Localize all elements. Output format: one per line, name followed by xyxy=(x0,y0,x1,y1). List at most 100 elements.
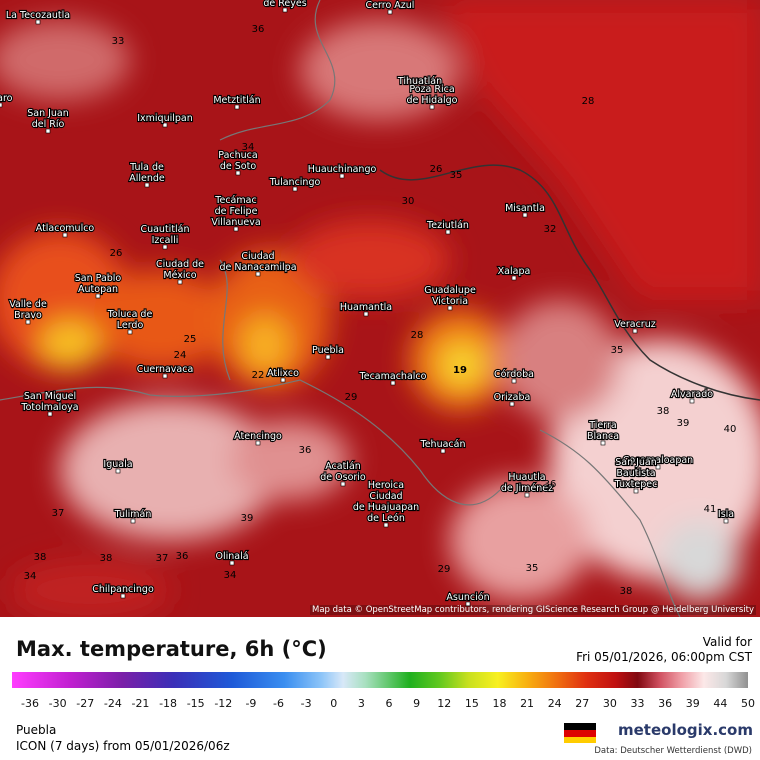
city-label: de Huajuapan xyxy=(353,502,419,513)
city-label: Atlacomulco xyxy=(36,223,95,234)
city-dot xyxy=(522,212,528,218)
city-label: Huamantla xyxy=(340,302,392,313)
city-label: Valle de xyxy=(9,299,47,310)
temperature-label: 35 xyxy=(526,563,539,574)
city-dot xyxy=(509,401,515,407)
borders xyxy=(0,0,681,617)
city-label: Olinalá xyxy=(215,551,248,562)
city-dot xyxy=(62,232,68,238)
city-label: Huautla xyxy=(508,472,545,483)
city-label: Orizaba xyxy=(494,392,531,403)
temperature-label: 34 xyxy=(224,570,237,581)
city-dot xyxy=(511,378,517,384)
city-dot xyxy=(120,593,126,599)
city-label: Tuxtepec xyxy=(614,479,658,490)
city-label: de Soto xyxy=(220,161,256,172)
city-label: Ciudad de xyxy=(156,259,204,270)
city-dot xyxy=(144,182,150,188)
city-label: Tehuacán xyxy=(420,439,466,450)
city-dot xyxy=(177,279,183,285)
city-dot xyxy=(633,488,639,494)
city-label: de Felipe xyxy=(215,206,258,217)
scale-tick: 39 xyxy=(685,697,700,710)
temperature-label: 19 xyxy=(453,365,467,376)
temperature-label: 38 xyxy=(620,586,633,597)
city-dot xyxy=(127,329,133,335)
city-label: de Osorio xyxy=(320,472,366,483)
city-dot xyxy=(655,464,661,470)
scale-tick: 30 xyxy=(602,697,617,710)
city-label: Victoria xyxy=(432,296,468,307)
city-label: Cerro Azul xyxy=(366,0,415,11)
brand[interactable]: meteologix.com xyxy=(618,721,753,739)
city-dot xyxy=(387,9,393,15)
city-label: Ciudad xyxy=(241,251,274,262)
scale-tick: -15 xyxy=(186,697,205,710)
city-dot xyxy=(417,85,423,91)
scale-tick: -24 xyxy=(103,697,122,710)
temperature-label: 40 xyxy=(724,424,737,435)
city-dot xyxy=(363,311,369,317)
temperature-label: 28 xyxy=(411,330,424,341)
city-label: Ixmiquilpan xyxy=(137,113,193,124)
city-dot xyxy=(447,305,453,311)
city-label: Tulancingo xyxy=(269,177,321,188)
temperature-label: 25 xyxy=(184,334,197,345)
city-label: San Miguel xyxy=(24,391,76,402)
scale-tick: 3 xyxy=(357,697,365,710)
temperature-label: 36 xyxy=(544,479,557,490)
temperature-label: 29 xyxy=(438,564,451,575)
scale-tick: -27 xyxy=(76,697,95,710)
city-dot xyxy=(0,102,3,108)
city-dot xyxy=(600,440,606,446)
temperature-label: 38 xyxy=(34,552,47,563)
city-label: Autopan xyxy=(78,284,118,295)
city-dot xyxy=(465,601,471,607)
scale-tick: 18 xyxy=(492,697,507,710)
scale-tick: -21 xyxy=(131,697,150,710)
scale-tick: 0 xyxy=(330,697,338,710)
scale-tick: 21 xyxy=(520,697,535,710)
city-label: Tula de xyxy=(129,162,164,173)
city-dot xyxy=(339,173,345,179)
city-label: La Tecozautla xyxy=(6,10,70,21)
city-label: Xalapa xyxy=(498,266,531,277)
scale-tick: -3 xyxy=(300,697,312,710)
scale-tick: 15 xyxy=(464,697,479,710)
city-label: Cuernavaca xyxy=(137,364,194,375)
temperature-label: 29 xyxy=(345,392,358,403)
city-label: Atencingo xyxy=(234,431,282,442)
city-label: Tecamachalco xyxy=(359,371,427,382)
city-label: Bautista xyxy=(616,468,655,479)
city-label: Allende xyxy=(129,173,165,184)
scale-tick: -6 xyxy=(273,697,285,710)
city-label: Lerdo xyxy=(117,320,144,331)
city-label: Córdoba xyxy=(494,369,534,380)
temperature-label: 32 xyxy=(544,224,557,235)
city-dot xyxy=(292,186,298,192)
city-label: de León xyxy=(367,513,405,524)
city-label: de Hidalgo xyxy=(406,95,457,106)
city-label: Toluca de xyxy=(107,309,153,320)
temperature-label: 41 xyxy=(704,504,717,515)
city-dot xyxy=(234,104,240,110)
color-scale xyxy=(12,672,748,688)
city-dot xyxy=(723,518,729,524)
city-dot xyxy=(511,275,517,281)
city-dot xyxy=(115,468,121,474)
temperature-label: 34 xyxy=(242,142,255,153)
scale-tick: 9 xyxy=(413,697,421,710)
city-dot xyxy=(383,522,389,528)
city-label: Veracruz xyxy=(614,319,655,330)
temperature-label: 35 xyxy=(450,170,463,181)
city-label: Teziutlán xyxy=(426,220,469,231)
city-label: Heroica xyxy=(368,480,404,491)
city-label: de Nanacamilpa xyxy=(219,262,296,273)
city-dot xyxy=(162,122,168,128)
city-label: Chilpancingo xyxy=(92,584,154,595)
temperature-label: 36 xyxy=(176,551,189,562)
scale-tick: 44 xyxy=(713,697,728,710)
temperature-label: 30 xyxy=(402,196,415,207)
